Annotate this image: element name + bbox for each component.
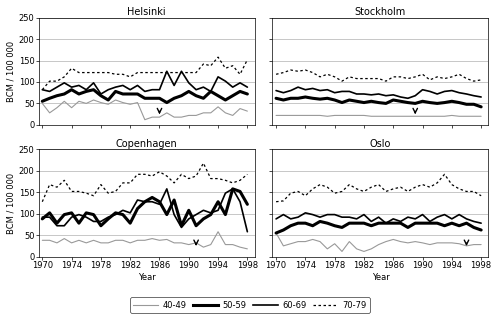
Y-axis label: BCM / 100 000: BCM / 100 000 xyxy=(7,41,16,102)
Y-axis label: BCM / 100 000: BCM / 100 000 xyxy=(7,172,16,234)
Title: Helsinki: Helsinki xyxy=(128,7,166,17)
X-axis label: Year: Year xyxy=(138,273,156,281)
X-axis label: Year: Year xyxy=(372,273,390,281)
Title: Oslo: Oslo xyxy=(370,139,391,149)
Legend: 40-49, 50-59, 60-69, 70-79: 40-49, 50-59, 60-69, 70-79 xyxy=(130,297,370,313)
Title: Stockholm: Stockholm xyxy=(355,7,406,17)
Title: Copenhagen: Copenhagen xyxy=(116,139,178,149)
